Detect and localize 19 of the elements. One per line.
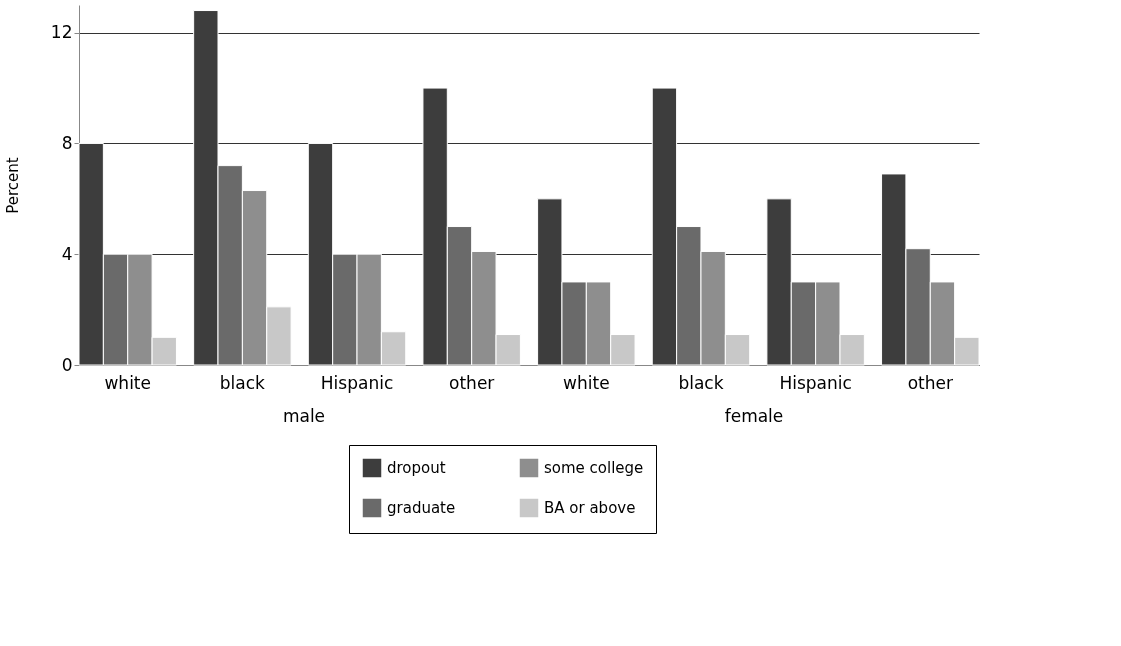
x-tick-label: Hispanic (320, 372, 394, 393)
x-tick-label: black (219, 372, 266, 393)
legend-label: graduate (387, 499, 456, 517)
y-tick-label: 8 (61, 132, 73, 153)
x-tick-label: other (907, 372, 953, 393)
x-tick-label: Hispanic (779, 372, 852, 393)
y-tick-label: 0 (61, 354, 73, 375)
x-tick-label: black (678, 372, 724, 393)
y-axis-title: Percent (3, 157, 22, 214)
y-tick-label: 12 (50, 22, 73, 43)
legend-label: BA or above (544, 499, 636, 517)
x-tick-label: white (104, 372, 151, 393)
x-tick-label: white (563, 372, 610, 393)
text: female (724, 406, 784, 426)
text: male (282, 406, 326, 426)
x-tick-label: other (449, 372, 495, 393)
y-tick-label: 4 (61, 243, 73, 264)
legend-label: dropout (387, 459, 446, 477)
legend-label: some college (544, 459, 644, 477)
